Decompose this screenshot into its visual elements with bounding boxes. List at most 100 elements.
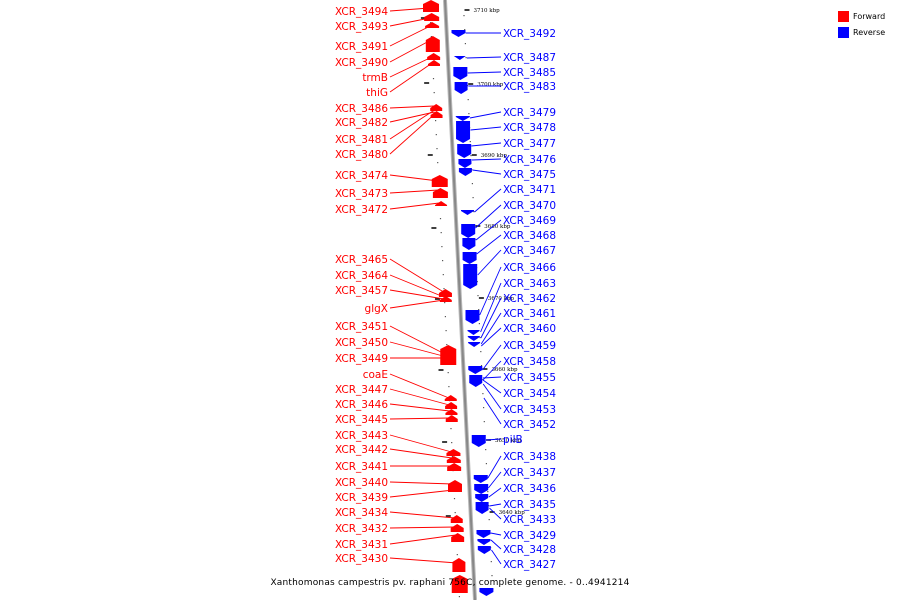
forward-gene-label: XCR_3446: [335, 399, 388, 411]
reverse-gene-glyph: [473, 475, 488, 483]
forward-gene-glyph: [451, 575, 468, 593]
forward-leader-line: [389, 534, 456, 545]
legend-item-reverse: Reverse: [838, 25, 898, 40]
axis-dot: [441, 246, 443, 248]
reverse-gene-label: XCR_3458: [503, 356, 556, 368]
reverse-gene-glyph: [456, 121, 471, 143]
forward-gene-glyph: [447, 463, 462, 471]
scale-tick-label: 3700 kbp: [477, 82, 504, 88]
reverse-gene-glyph: [475, 494, 489, 502]
forward-gene-glyph: [445, 409, 458, 415]
reverse-gene-glyph: [467, 330, 480, 335]
reverse-gene-glyph: [475, 502, 489, 514]
forward-gene-label: XCR_3464: [335, 270, 388, 282]
forward-gene-label: XCR_3442: [335, 444, 388, 456]
axis-dot: [440, 232, 442, 234]
axis-dot: [448, 386, 450, 388]
axis-dot: [432, 78, 435, 80]
forward-leader-line: [389, 25, 431, 47]
axis-dot: [446, 344, 448, 346]
forward-gene-glyph: [446, 449, 461, 456]
forward-gene-glyph: [448, 480, 462, 492]
reverse-leader-line: [472, 169, 502, 175]
reverse-leader-line: [480, 297, 502, 339]
forward-gene-label: XCR_3465: [335, 254, 388, 266]
axis-dot: [450, 428, 452, 430]
reverse-leader-line: [490, 539, 502, 550]
forward-leader-line: [389, 388, 450, 406]
axis-dot: [443, 288, 445, 290]
reverse-gene-label: XCR_3428: [503, 544, 556, 556]
reverse-gene-label: XCR_3453: [503, 404, 556, 416]
reverse-gene-glyph: [458, 168, 472, 176]
forward-gene-glyph: [431, 175, 448, 187]
reverse-gene-glyph: [462, 252, 477, 264]
reverse-gene-label: XCR_3483: [503, 81, 556, 93]
forward-leader-line: [389, 325, 447, 356]
reverse-gene-label: XCR_3436: [503, 483, 556, 495]
forward-gene-label: XCR_3482: [335, 117, 388, 129]
reverse-leader-line: [480, 282, 502, 333]
reverse-gene-label: XCR_3462: [503, 293, 556, 305]
reverse-leader-line: [471, 142, 502, 147]
reverse-gene-glyph: [461, 224, 476, 238]
axis-dot: [482, 393, 484, 395]
forward-leader-line: [389, 39, 432, 63]
forward-gene-label: XCR_3449: [335, 353, 388, 365]
forward-gene-label: XCR_3472: [335, 204, 388, 216]
scale-tick-label: 3710 kbp: [474, 8, 501, 14]
reverse-gene-label: XCR_3468: [503, 230, 556, 242]
axis-dot: [483, 407, 485, 409]
genome-axis: [444, 0, 476, 600]
reverse-gene-label: XCR_3485: [503, 67, 556, 79]
forward-gene-glyph: [440, 345, 457, 365]
scale-tick-label: 3670 kbp: [488, 296, 515, 302]
forward-gene-glyph: [432, 188, 448, 198]
axis-dot: [465, 57, 467, 59]
forward-gene-glyph: [446, 456, 461, 463]
reverse-gene-label: XCR_3471: [503, 184, 556, 196]
reverse-gene-glyph: [453, 67, 468, 80]
reverse-gene-glyph: [463, 264, 478, 289]
axis-dot: [437, 162, 439, 164]
forward-gene-glyph: [435, 201, 448, 206]
axis-dot: [477, 295, 479, 297]
genome-caption: Xanthomonas campestris pv. raphani 756C,…: [270, 578, 630, 588]
forward-leader-line: [389, 289, 445, 300]
axis-dot: [430, 22, 432, 24]
axis-dot: [471, 183, 473, 185]
forward-gene-label: XCR_3493: [335, 21, 388, 33]
forward-leader-line: [389, 56, 433, 78]
reverse-leader-line: [491, 549, 502, 565]
forward-leader-line: [389, 62, 433, 93]
axis-dot: [480, 351, 482, 353]
reverse-gene-glyph: [477, 546, 491, 554]
legend-swatch-reverse: [838, 27, 849, 38]
axis-dot: [485, 463, 487, 465]
reverse-leader-line: [488, 471, 502, 489]
reverse-gene-label: XCR_3460: [503, 323, 556, 335]
forward-gene-glyph: [450, 524, 464, 532]
forward-gene-glyph: [430, 111, 443, 118]
reverse-gene-glyph: [476, 530, 491, 538]
reverse-leader-line: [479, 266, 502, 316]
forward-leader-line: [389, 109, 435, 140]
forward-gene-glyph: [450, 515, 463, 523]
forward-gene-label: XCR_3430: [335, 553, 388, 565]
axis-dot: [470, 155, 472, 157]
axis-dot: [488, 519, 490, 521]
axis-dot: [469, 141, 471, 143]
forward-gene-label: XCR_3439: [335, 492, 388, 504]
forward-gene-glyph: [451, 533, 465, 542]
reverse-gene-label: XCR_3479: [503, 107, 556, 119]
forward-gene-glyph: [428, 60, 440, 66]
reverse-gene-glyph: [455, 116, 470, 121]
reverse-leader-line: [487, 455, 502, 479]
axis-dot: [456, 554, 458, 556]
reverse-leader-line: [480, 312, 502, 345]
forward-leader-line: [389, 489, 454, 498]
reverse-leader-line: [475, 219, 502, 241]
axis-dot: [439, 218, 442, 220]
legend-swatch-forward: [838, 11, 849, 22]
forward-gene-label: XCR_3443: [335, 430, 388, 442]
